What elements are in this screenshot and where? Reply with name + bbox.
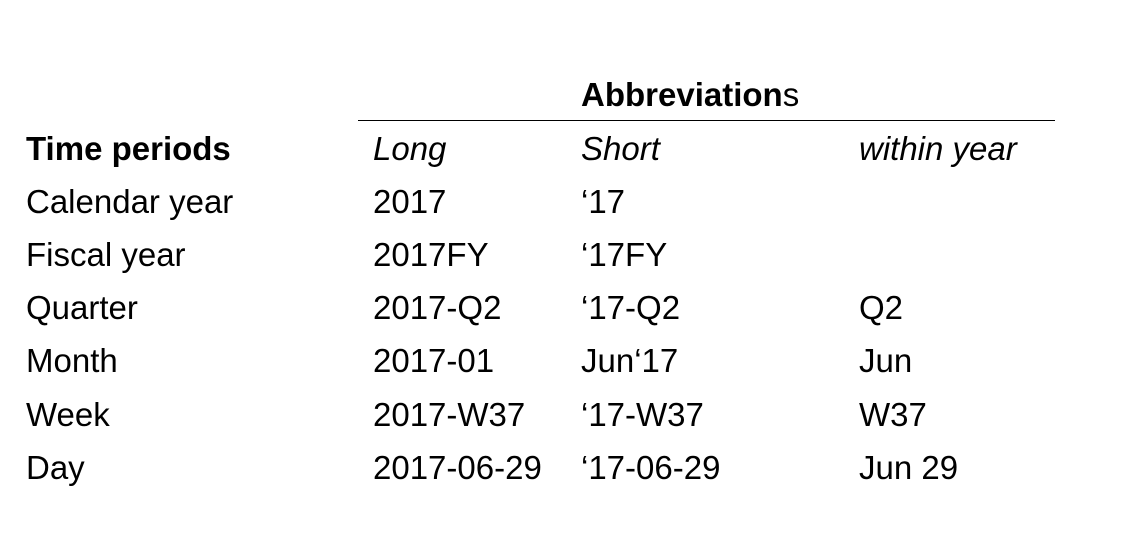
row-label: Day — [26, 449, 85, 486]
within-year-cell: Jun — [859, 342, 913, 379]
long-cell: 2017-Q2 — [373, 289, 502, 326]
within-year-cell: Q2 — [859, 289, 904, 326]
short-cell: ‘17-W37 — [581, 396, 704, 433]
long-cell: 2017-01 — [373, 342, 495, 379]
row-label: Week — [26, 396, 110, 433]
row-label: Fiscal year — [26, 236, 186, 273]
short-cell: ‘17FY — [581, 236, 668, 273]
column-header-within-year: within year — [859, 130, 1017, 167]
within-year-cell: W37 — [859, 396, 927, 433]
long-cell: 2017-06-29 — [373, 449, 542, 486]
short-cell: ‘17-06-29 — [581, 449, 721, 486]
header-rule — [358, 120, 1055, 121]
row-label: Calendar year — [26, 183, 234, 220]
row-label: Month — [26, 342, 118, 379]
group-header: Abbreviations — [581, 75, 799, 115]
column-header-short: Short — [581, 130, 660, 167]
long-cell: 2017FY — [373, 236, 489, 273]
within-year-cell: Jun 29 — [859, 449, 959, 486]
column-header-time-periods: Time periods — [26, 130, 231, 167]
group-header-bold: Abbreviation — [581, 76, 783, 113]
long-cell: 2017-W37 — [373, 396, 526, 433]
long-cell: 2017 — [373, 183, 447, 220]
short-cell: ‘17 — [581, 183, 626, 220]
group-header-plain: s — [782, 76, 800, 113]
short-cell: Jun‘17 — [581, 342, 679, 379]
column-header-long: Long — [373, 130, 447, 167]
row-label: Quarter — [26, 289, 138, 326]
short-cell: ‘17-Q2 — [581, 289, 681, 326]
